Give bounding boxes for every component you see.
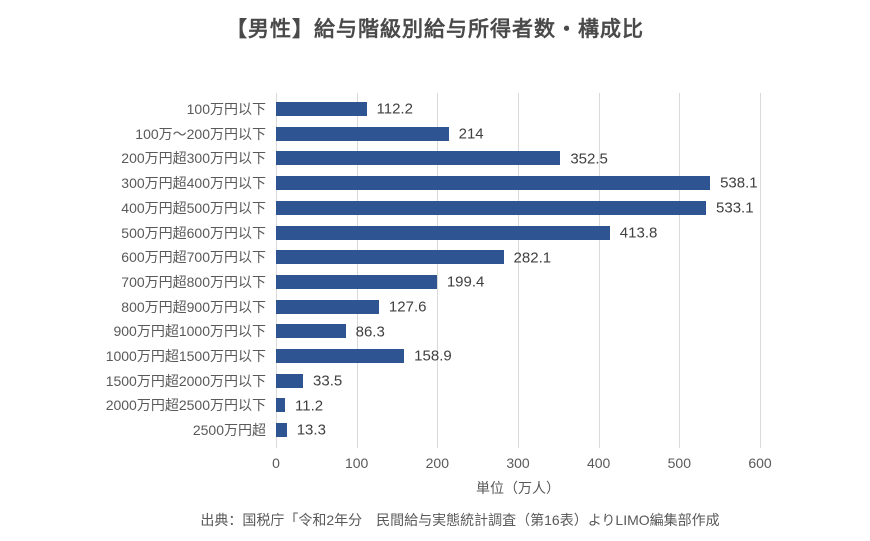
category-label: 400万円超500万円以下: [121, 199, 266, 216]
x-tick-label: 0: [272, 455, 280, 471]
category-label: 700万円超800万円以下: [121, 273, 266, 290]
category-label: 1000万円超1500万円以下: [105, 348, 266, 365]
category-label: 600万円超700万円以下: [121, 249, 266, 266]
bars: 112.2 214 352.5 538.1 533.1 413.8 282.1 199.4 12…: [276, 97, 760, 443]
category-label: 2000万円超2500万円以下: [105, 397, 266, 414]
bar: [276, 398, 286, 413]
value-label: 158.9: [414, 347, 452, 365]
x-tick-label: 400: [586, 455, 611, 471]
bar-row: 538.1: [276, 171, 760, 196]
category-label: 800万円超900万円以下: [121, 298, 266, 315]
gridline: [760, 93, 761, 448]
bar-row: 282.1: [276, 245, 760, 270]
value-label: 11.2: [295, 397, 324, 415]
value-label: 352.5: [570, 150, 608, 168]
x-tick-label: 100: [344, 455, 369, 471]
bar: [276, 225, 610, 240]
bar: [276, 250, 504, 265]
x-tick-label: 500: [667, 455, 692, 471]
bar-row: 11.2: [276, 393, 760, 418]
category-label: 500万円超600万円以下: [121, 224, 266, 241]
x-tick-label: 300: [506, 455, 530, 471]
bar: [276, 423, 287, 438]
bar: [276, 373, 304, 388]
value-label: 112.2: [376, 100, 413, 118]
category-label: 300万円超400万円以下: [121, 175, 266, 192]
value-label: 533.1: [716, 199, 754, 217]
category-label: 100万～200万円以下: [135, 125, 266, 142]
bar-row: 352.5: [276, 146, 760, 171]
x-tick-label: 200: [425, 455, 450, 471]
value-label: 199.4: [446, 273, 485, 291]
bar: [276, 151, 561, 166]
value-label: 86.3: [355, 323, 385, 341]
category-label: 200万円超300万円以下: [121, 150, 266, 167]
bar: [276, 274, 437, 289]
plot-area: 112.2 214 352.5 538.1 533.1 413.8 282.1 199.4 12…: [276, 93, 761, 448]
bar: [276, 126, 449, 141]
bar-row: 13.3: [276, 418, 760, 443]
bar-row: 112.2: [276, 97, 760, 122]
value-label: 13.3: [296, 421, 326, 439]
bar: [276, 299, 379, 314]
bar-row: 413.8: [276, 221, 760, 246]
bar-row: 86.3: [276, 319, 760, 344]
x-axis-ticks: 0 100 200 300 400 500 600: [272, 455, 772, 473]
category-label: 900万円超1000万円以下: [113, 323, 266, 340]
value-label: 282.1: [513, 249, 552, 267]
category-label: 100万円以下: [186, 101, 266, 117]
bar-row: 214: [276, 122, 760, 147]
bar-row: 533.1: [276, 196, 760, 221]
value-label: 127.6: [388, 298, 427, 316]
value-label: 214: [458, 125, 484, 143]
bar: [276, 102, 367, 116]
x-axis-label: 単位（万人）: [476, 480, 560, 496]
value-label: 413.8: [619, 224, 658, 242]
source-note: 出典：国税庁「令和2年分 民間給与実態統計調査（第16表）よりLIMO編集部作成: [200, 512, 720, 528]
bar-row: 33.5: [276, 369, 760, 394]
category-label: 2500万円超: [192, 422, 266, 439]
bar: [276, 324, 346, 339]
bar-row: 127.6: [276, 295, 760, 320]
chart-title: 【男性】給与階級別給与所得者数・構成比: [226, 18, 644, 41]
x-tick-label: 600: [748, 455, 772, 471]
category-label: 1500万円超2000万円以下: [105, 372, 266, 389]
bar-row: 199.4: [276, 270, 760, 295]
y-axis-category-labels: 100万円以下 100万～200万円以下 200万円超300万円以下 300万円超40…: [70, 97, 276, 443]
bar-row: 158.9: [276, 344, 760, 369]
bar: [276, 349, 405, 364]
bar: [276, 176, 711, 191]
value-label: 538.1: [720, 174, 758, 192]
value-label: 33.5: [313, 372, 343, 390]
bar-chart: 100万円以下 100万～200万円以下 200万円超300万円以下 300万円超40…: [70, 93, 772, 509]
bar: [276, 200, 707, 215]
